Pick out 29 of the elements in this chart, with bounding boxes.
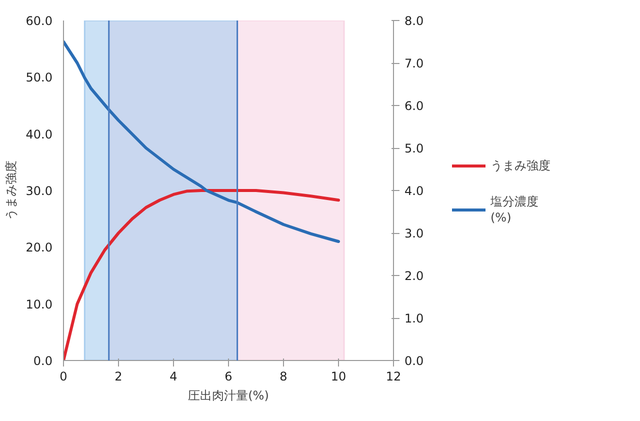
x-tick-label: 10	[330, 370, 346, 384]
y-axis-title: うまみ強度	[4, 160, 18, 220]
legend-label: 塩分濃度 (%)	[490, 194, 538, 224]
y2-tick-label: 7.0	[404, 56, 424, 70]
x-tick-label: 0	[60, 370, 68, 384]
legend-label: うまみ強度	[490, 157, 550, 174]
line-series	[64, 189, 340, 360]
x-tick-label: 4	[170, 370, 178, 384]
y-tick-label: 30.0	[26, 184, 52, 198]
y2-tick-label: 2.0	[404, 269, 424, 283]
y2-tick-label: 8.0	[404, 14, 424, 28]
y-tick-label: 50.0	[26, 70, 52, 85]
x-tick-label: 12	[386, 370, 402, 384]
y-tick-label: 60.0	[26, 14, 52, 28]
y-tick-label: 20.0	[26, 240, 52, 255]
y2-tick-label: 5.0	[404, 142, 424, 156]
x-tick-label: 6	[224, 370, 232, 384]
x-tick-label: 2	[114, 370, 122, 384]
y2-tick-label: 1.0	[404, 312, 424, 326]
y-tick-label: 10.0	[26, 297, 52, 312]
y2-tick-label: 4.0	[404, 184, 424, 198]
y2-tick-label: 3.0	[404, 226, 424, 240]
y-tick-label: 0.0	[33, 354, 53, 368]
y2-tick-label: 6.0	[404, 99, 424, 113]
line-series	[64, 40, 340, 243]
x-axis-title: 圧出肉汁量(%)	[188, 388, 269, 402]
x-tick-label: 8	[280, 370, 288, 384]
y-tick-label: 40.0	[26, 127, 52, 142]
y2-tick-label: 0.0	[404, 354, 424, 368]
